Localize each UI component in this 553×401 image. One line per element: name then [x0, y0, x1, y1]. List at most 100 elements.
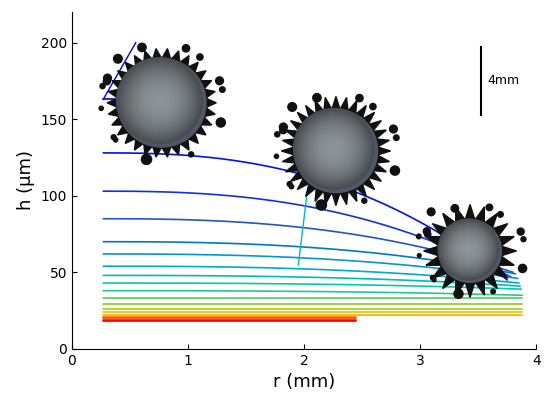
Circle shape [423, 228, 430, 235]
Circle shape [452, 233, 485, 266]
Circle shape [158, 98, 161, 103]
Circle shape [296, 111, 376, 191]
Circle shape [462, 243, 474, 255]
Circle shape [155, 96, 164, 105]
Circle shape [441, 222, 495, 277]
Y-axis label: h (μm): h (μm) [17, 150, 35, 211]
Circle shape [326, 141, 346, 161]
Circle shape [327, 142, 345, 160]
Circle shape [450, 230, 491, 271]
Circle shape [460, 241, 480, 261]
Circle shape [307, 123, 360, 175]
Circle shape [153, 94, 166, 107]
Circle shape [303, 118, 369, 184]
Polygon shape [107, 49, 216, 157]
Circle shape [148, 89, 175, 117]
Circle shape [287, 182, 292, 186]
Circle shape [100, 83, 105, 89]
Polygon shape [424, 205, 517, 298]
Circle shape [122, 63, 201, 142]
Circle shape [461, 242, 476, 257]
Circle shape [216, 118, 226, 127]
Circle shape [468, 249, 472, 253]
Circle shape [362, 198, 367, 203]
Circle shape [116, 57, 207, 148]
Circle shape [113, 138, 118, 142]
Circle shape [298, 113, 370, 185]
Circle shape [454, 235, 486, 267]
Circle shape [335, 150, 337, 152]
Circle shape [458, 239, 482, 263]
Circle shape [323, 138, 349, 164]
Circle shape [127, 68, 197, 138]
Circle shape [453, 234, 483, 264]
Circle shape [465, 245, 476, 256]
Circle shape [119, 60, 200, 141]
Circle shape [295, 109, 377, 192]
Circle shape [142, 83, 181, 123]
Circle shape [316, 131, 352, 167]
Circle shape [319, 134, 353, 168]
Circle shape [306, 121, 362, 177]
Circle shape [459, 240, 481, 262]
Circle shape [130, 71, 194, 135]
Circle shape [220, 87, 225, 92]
Circle shape [306, 121, 366, 181]
Circle shape [312, 127, 356, 171]
Circle shape [147, 88, 177, 118]
Circle shape [280, 127, 287, 134]
Circle shape [320, 135, 352, 167]
Circle shape [324, 139, 344, 159]
Circle shape [182, 45, 190, 52]
Circle shape [157, 98, 166, 107]
Circle shape [117, 58, 202, 144]
Circle shape [123, 64, 196, 137]
Circle shape [443, 224, 494, 275]
Circle shape [151, 92, 168, 109]
Circle shape [438, 219, 499, 279]
Circle shape [330, 145, 342, 157]
Circle shape [317, 133, 350, 165]
Circle shape [138, 79, 181, 122]
Circle shape [394, 135, 399, 140]
Circle shape [326, 141, 342, 157]
Circle shape [99, 106, 103, 110]
Circle shape [446, 227, 491, 272]
Circle shape [300, 115, 368, 183]
Circle shape [301, 117, 371, 185]
Circle shape [113, 55, 122, 63]
Circle shape [453, 234, 487, 268]
Circle shape [457, 238, 483, 264]
Circle shape [298, 112, 374, 190]
Circle shape [460, 240, 477, 258]
Circle shape [315, 130, 357, 172]
Circle shape [328, 143, 340, 155]
Circle shape [450, 231, 487, 267]
Circle shape [446, 227, 494, 275]
Circle shape [322, 137, 346, 161]
Circle shape [440, 221, 500, 281]
Circle shape [301, 117, 366, 181]
Circle shape [356, 95, 363, 102]
Circle shape [456, 237, 481, 261]
Circle shape [312, 127, 360, 175]
Circle shape [418, 253, 421, 257]
Circle shape [441, 222, 499, 280]
Circle shape [486, 204, 493, 211]
Circle shape [458, 239, 479, 260]
Circle shape [316, 131, 356, 171]
Circle shape [134, 75, 189, 130]
Circle shape [136, 77, 183, 124]
Circle shape [444, 225, 493, 273]
Circle shape [455, 236, 482, 263]
Circle shape [307, 122, 364, 180]
Circle shape [139, 80, 185, 126]
Circle shape [456, 237, 484, 265]
Circle shape [389, 125, 397, 133]
Circle shape [144, 85, 180, 121]
Circle shape [316, 200, 326, 210]
Circle shape [126, 67, 198, 139]
Circle shape [118, 59, 206, 147]
Circle shape [153, 94, 171, 112]
Circle shape [452, 233, 488, 269]
